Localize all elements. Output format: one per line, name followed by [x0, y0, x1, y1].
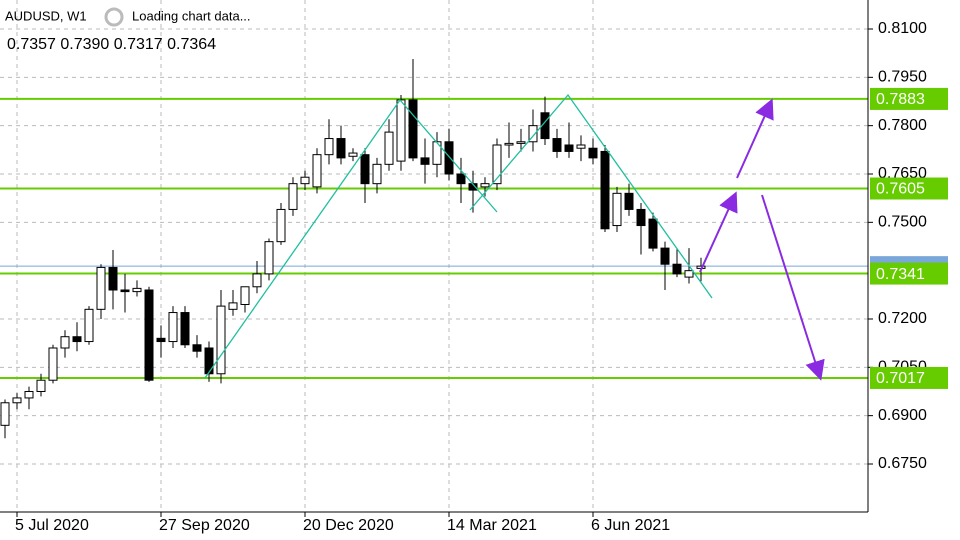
- candle-body: [660, 247, 670, 265]
- trend-line: [469, 93, 713, 299]
- x-tick-label: 20 Dec 2020: [303, 517, 394, 534]
- candle-body: [144, 289, 154, 381]
- candle-body: [396, 99, 406, 162]
- y-tick-label: 0.6900: [878, 407, 927, 424]
- candle-body: [216, 305, 226, 375]
- candle-body: [48, 347, 58, 381]
- candle-body: [552, 138, 562, 152]
- candle-body: [600, 150, 610, 230]
- candle-body: [480, 183, 490, 188]
- arrows: [699, 98, 825, 381]
- trend-line: [204, 98, 498, 379]
- candle-body: [492, 144, 502, 185]
- candle-body: [636, 208, 646, 227]
- candle-body: [72, 336, 82, 343]
- candle-body: [348, 152, 358, 157]
- candle-body: [420, 157, 430, 165]
- candle-body: [12, 397, 22, 404]
- y-tick-label: 0.7500: [878, 214, 927, 231]
- x-tick-label: 6 Jun 2021: [591, 517, 670, 534]
- arrow: [761, 194, 825, 381]
- level-label-box: [870, 262, 948, 285]
- level-label: 0.7883: [876, 91, 925, 108]
- candle-body: [120, 289, 130, 293]
- trend-lines: [204, 93, 713, 379]
- candle-body: [456, 173, 466, 185]
- candle-body: [444, 141, 454, 175]
- candle-body: [0, 402, 10, 426]
- candle-body: [264, 241, 274, 275]
- candle-body: [84, 308, 94, 343]
- ohlc-readout: 0.7357 0.7390 0.7317 0.7364: [7, 36, 216, 53]
- candle-body: [672, 263, 682, 275]
- candle-body: [648, 218, 658, 249]
- candle-body: [516, 141, 526, 144]
- candle-body: [168, 312, 178, 343]
- candle-body: [96, 266, 106, 310]
- arrow: [699, 191, 738, 273]
- candle-body: [528, 125, 538, 143]
- candle-body: [408, 99, 418, 159]
- candle-body: [252, 273, 262, 288]
- candle-body: [108, 266, 118, 291]
- candle-body: [300, 176, 310, 185]
- axis: 0.81000.79500.78000.76500.75000.72000.70…: [15, 20, 927, 534]
- candles: [0, 58, 706, 439]
- level-label: 0.7017: [876, 370, 925, 387]
- spinner: [104, 7, 124, 27]
- candle-body: [324, 138, 334, 156]
- candle-body: [576, 144, 586, 149]
- candle-body: [240, 286, 250, 305]
- candle-body: [36, 379, 46, 392]
- candle-body: [228, 302, 238, 310]
- arrow: [736, 98, 774, 179]
- candle-body: [192, 344, 202, 352]
- candle-body: [384, 131, 394, 165]
- y-tick-label: 0.7950: [878, 69, 927, 86]
- candle-body: [312, 154, 322, 188]
- candle-body: [540, 112, 550, 140]
- candle-body: [288, 183, 298, 210]
- y-tick-label: 0.7200: [878, 310, 927, 327]
- candle-body: [684, 270, 694, 278]
- status: Loading chart data...: [132, 8, 251, 23]
- chart-title: AUDUSD, W1: [5, 8, 87, 23]
- candle-body: [24, 390, 34, 399]
- candle-body: [588, 147, 598, 159]
- level-label-box: [870, 87, 948, 110]
- y-tick-label: 0.7800: [878, 117, 927, 134]
- candle-body: [180, 312, 190, 346]
- candle-body: [504, 142, 514, 146]
- level-label: 0.7605: [876, 181, 925, 198]
- level-label: 0.7341: [876, 266, 925, 283]
- candle-body: [156, 337, 166, 343]
- x-tick-label: 5 Jul 2020: [15, 517, 89, 534]
- candle-body: [624, 192, 634, 210]
- level-label-box: [870, 366, 948, 389]
- candle-body: [564, 144, 574, 152]
- y-tick-label: 0.6750: [878, 455, 927, 472]
- x-tick-label: 27 Sep 2020: [159, 517, 250, 534]
- candle-body: [132, 287, 142, 293]
- candle-body: [612, 192, 622, 227]
- level-labels: 0.7883 0.7605 0.7341 0.7017: [870, 87, 948, 389]
- candle-body: [60, 336, 70, 349]
- level-label-box: [870, 177, 948, 200]
- candle-body: [372, 163, 382, 185]
- candle-body: [276, 208, 286, 243]
- candle-body: [204, 347, 214, 375]
- x-tick-label: 14 Mar 2021: [447, 517, 537, 534]
- y-tick-label: 0.8100: [878, 20, 927, 37]
- candle-body: [336, 138, 346, 159]
- candle-body: [360, 154, 370, 185]
